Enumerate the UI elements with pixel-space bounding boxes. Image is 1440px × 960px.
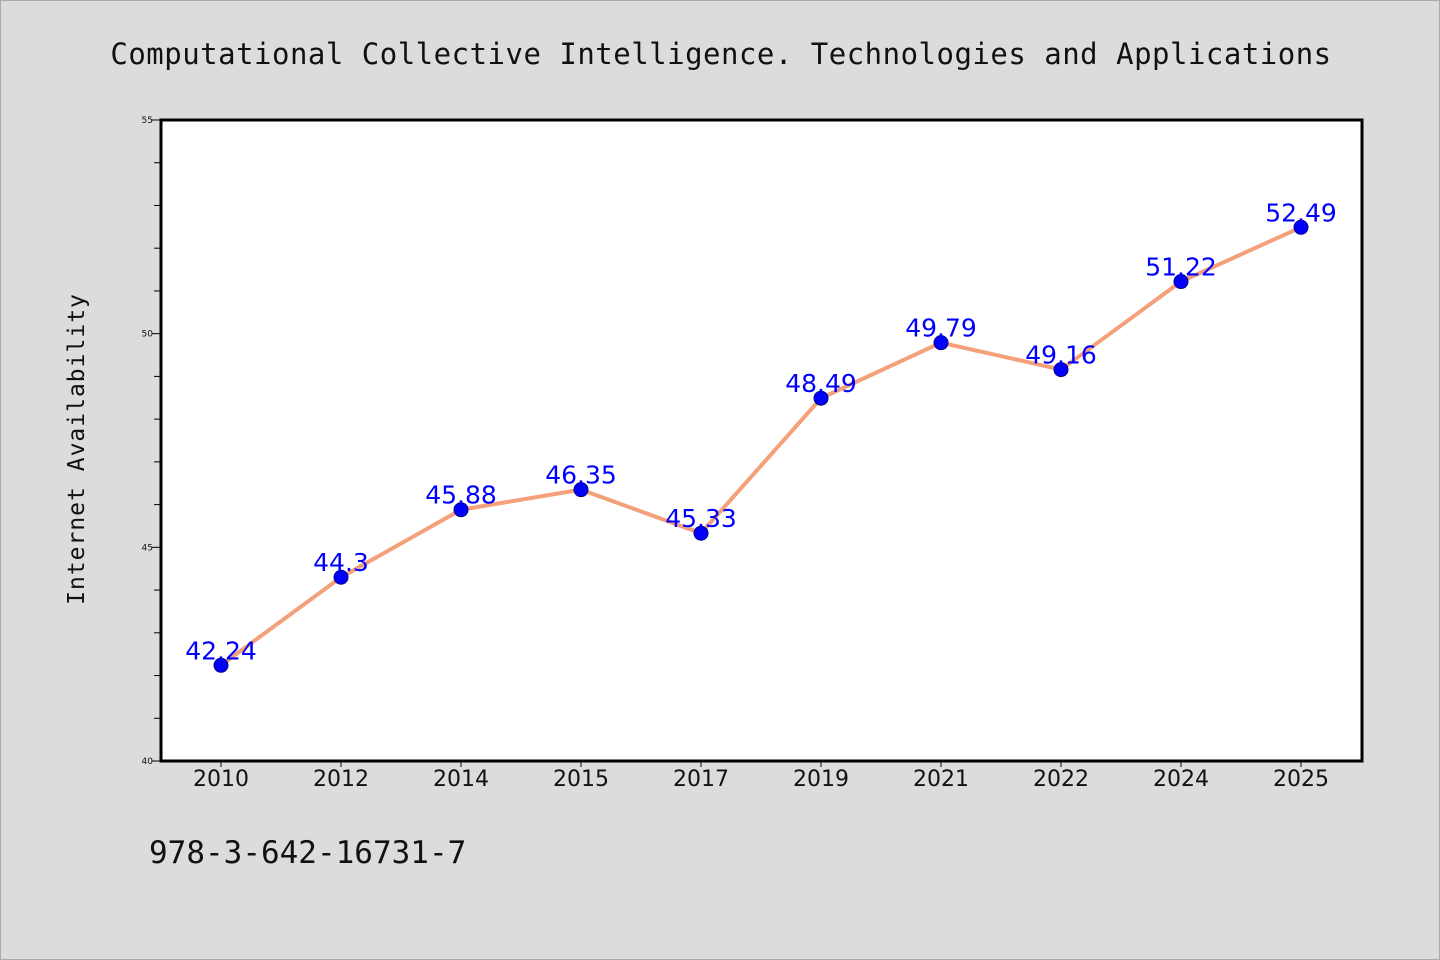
x-tick-label: 2015: [553, 767, 609, 792]
y-tick-label: 45: [142, 543, 153, 553]
data-label: 48.49: [785, 369, 857, 398]
data-point: [453, 502, 469, 518]
data-point: [333, 569, 349, 585]
data-point: [693, 525, 709, 541]
x-tick-label: 2022: [1033, 767, 1089, 792]
data-point: [813, 390, 829, 406]
data-label: 46.35: [545, 461, 617, 490]
chart-title: Computational Collective Intelligence. T…: [110, 37, 1332, 71]
y-tick-label: 50: [142, 330, 154, 340]
isbn-label: 978-3-642-16731-7: [149, 835, 467, 871]
data-point: [933, 335, 949, 351]
data-point: [1053, 362, 1069, 378]
x-tick-label: 2021: [913, 767, 969, 792]
y-tick-label: 55: [142, 116, 153, 126]
plot-area: [159, 118, 1364, 763]
data-point: [213, 657, 229, 673]
x-tick-label: 2025: [1273, 767, 1329, 792]
data-point: [1173, 274, 1189, 290]
data-label: 49.79: [905, 314, 977, 343]
x-tick-label: 2012: [313, 767, 369, 792]
data-label: 44.3: [313, 548, 369, 577]
x-tick-label: 2010: [193, 767, 249, 792]
data-point: [573, 482, 589, 498]
data-label: 52.49: [1265, 198, 1337, 227]
data-label: 45.88: [425, 481, 497, 510]
x-tick-label: 2019: [793, 767, 849, 792]
data-label: 45.33: [665, 504, 737, 533]
x-tick-label: 2014: [433, 767, 489, 792]
y-tick-label: 40: [142, 757, 154, 767]
series-line: [219, 225, 1303, 668]
data-label: 42.24: [185, 636, 257, 665]
x-tick-label: 2017: [673, 767, 729, 792]
data-label: 49.16: [1025, 341, 1097, 370]
data-label: 51.22: [1145, 253, 1217, 282]
data-point: [1293, 219, 1309, 235]
x-tick-label: 2024: [1153, 767, 1209, 792]
